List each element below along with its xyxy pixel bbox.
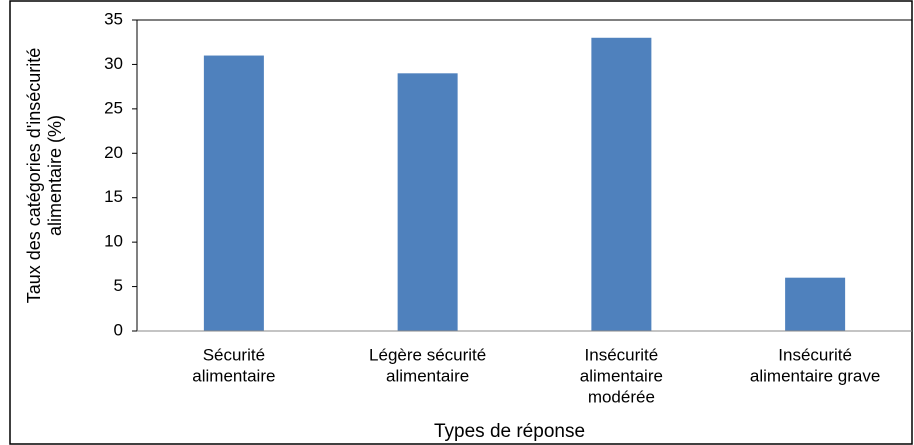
bar [785, 277, 846, 331]
x-tick-label: Sécurité [203, 345, 265, 364]
x-tick-label: Insécurité [778, 345, 852, 364]
x-tick-label: Légère sécurité [369, 345, 486, 364]
y-tick-label: 10 [104, 232, 123, 251]
chart-frame [9, 0, 913, 445]
x-tick-label: alimentaire [386, 366, 469, 385]
y-tick-label: 20 [104, 143, 123, 162]
x-tick-label: modérée [588, 387, 655, 406]
x-tick-label: Insécurité [585, 345, 659, 364]
bar [591, 37, 652, 332]
x-tick-label: alimentaire [192, 366, 275, 385]
y-tick-label: 0 [114, 320, 123, 339]
y-tick-label: 30 [104, 54, 123, 73]
y-tick-label: 25 [104, 98, 123, 117]
x-axis-title: Types de réponse [434, 421, 585, 442]
x-tick-label: alimentaire grave [750, 366, 880, 385]
y-tick-label: 15 [104, 187, 123, 206]
y-tick-label: 35 [104, 9, 123, 28]
x-tick-label: alimentaire [580, 366, 663, 385]
bar [203, 55, 264, 332]
y-tick-label: 5 [114, 276, 123, 295]
bar [397, 73, 458, 332]
y-axis-title: Taux des catégories d'insécurité [24, 48, 44, 304]
y-axis-title: alimentaire (%) [45, 115, 65, 236]
